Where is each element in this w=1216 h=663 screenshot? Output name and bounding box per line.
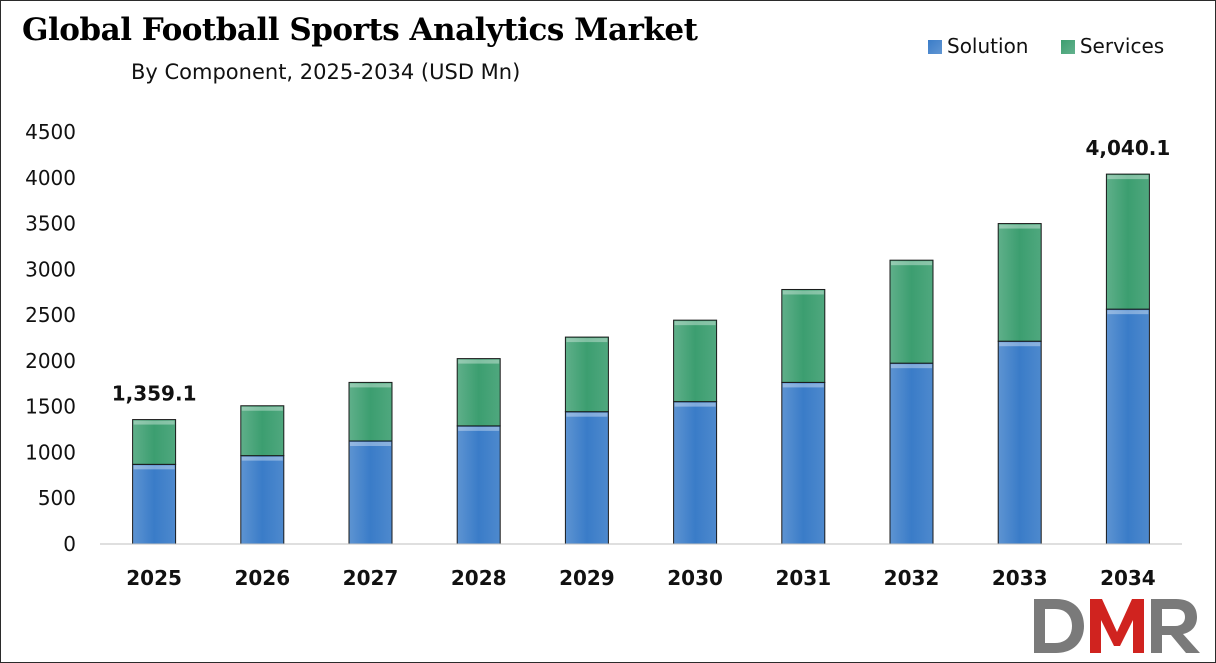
y-tick-label: 1500 xyxy=(25,395,76,419)
legend-item-services: Services xyxy=(1060,34,1165,58)
bar-solution-2031 xyxy=(781,381,826,545)
bar-solution-2029 xyxy=(564,411,609,545)
y-tick-label: 1000 xyxy=(25,440,76,464)
y-tick-label: 0 xyxy=(63,532,76,556)
bar-highlight-solution-2032 xyxy=(891,364,932,369)
bar-solution-2033 xyxy=(997,340,1042,545)
x-tick-label-2032: 2032 xyxy=(884,566,940,590)
x-tick-label-2034: 2034 xyxy=(1100,566,1156,590)
y-tick-label: 2000 xyxy=(25,349,76,373)
bar-solution-2025 xyxy=(132,463,177,545)
bar-highlight-services-2029 xyxy=(566,338,608,343)
bar-highlight-solution-2030 xyxy=(674,402,716,407)
y-tick-label: 500 xyxy=(38,486,76,510)
logo-letter-r xyxy=(1151,599,1200,653)
data-label-2034: 4,040.1 xyxy=(1086,136,1171,160)
bar-highlight-solution-2025 xyxy=(133,465,175,470)
bar-highlight-solution-2029 xyxy=(566,412,608,417)
bar-services-2031 xyxy=(781,288,826,383)
bar-highlight-solution-2033 xyxy=(999,342,1041,347)
bar-highlight-solution-2026 xyxy=(241,456,283,461)
bars xyxy=(132,173,1150,545)
bar-highlight-services-2026 xyxy=(241,406,283,411)
logo-letter-m xyxy=(1090,599,1144,653)
y-tick-label: 3500 xyxy=(25,212,76,236)
x-tick-label-2025: 2025 xyxy=(126,566,182,590)
bar-highlight-services-2034 xyxy=(1107,175,1149,180)
bar-highlight-solution-2034 xyxy=(1107,310,1149,315)
bar-solution-2028 xyxy=(456,425,501,545)
bar-services-2028 xyxy=(456,358,501,427)
legend-swatch-solution xyxy=(928,40,942,54)
bar-services-2025 xyxy=(132,419,177,465)
data-label-2025: 1,359.1 xyxy=(112,382,197,406)
bar-highlight-services-2032 xyxy=(891,261,932,266)
bar-highlight-services-2027 xyxy=(350,383,391,388)
bar-highlight-solution-2028 xyxy=(458,426,500,431)
x-tick-label-2033: 2033 xyxy=(992,566,1048,590)
chart-subtitle: By Component, 2025-2034 (USD Mn) xyxy=(131,60,521,84)
logo-letter-d xyxy=(1034,599,1084,653)
x-tick-label-2028: 2028 xyxy=(451,566,507,590)
bar-services-2032 xyxy=(889,259,934,364)
bar-services-2026 xyxy=(240,405,285,457)
bar-solution-2034 xyxy=(1105,308,1150,545)
bar-highlight-services-2033 xyxy=(999,224,1041,229)
bar-services-2030 xyxy=(673,319,718,403)
bar-solution-2030 xyxy=(673,401,718,545)
y-axis: 0 500 1000 1500 2000 2500 3000 3500 4000 4500 xyxy=(25,120,76,556)
x-tick-label-2026: 2026 xyxy=(234,566,290,590)
bar-highlight-services-2030 xyxy=(674,321,716,326)
legend: Solution Services xyxy=(928,34,1164,58)
y-tick-label: 3000 xyxy=(25,257,76,281)
x-axis: 2025 2026 2027 2028 2029 2030 2031 2032 2033 2034 xyxy=(100,543,1182,590)
legend-item-solution: Solution xyxy=(928,34,1028,58)
bar-services-2034 xyxy=(1105,173,1150,310)
legend-swatch-services xyxy=(1060,40,1075,54)
bar-highlight-solution-2031 xyxy=(782,383,824,388)
y-tick-label: 4000 xyxy=(25,166,76,190)
x-tick-label-2027: 2027 xyxy=(343,566,399,590)
bar-highlight-services-2028 xyxy=(458,359,500,364)
bar-highlight-solution-2027 xyxy=(350,442,391,446)
data-labels: 1,359.1 4,040.1 xyxy=(112,136,1171,405)
bar-services-2033 xyxy=(997,223,1042,342)
bar-solution-2032 xyxy=(889,362,934,545)
y-tick-label: 2500 xyxy=(25,303,76,327)
bar-services-2027 xyxy=(348,381,393,442)
bar-services-2029 xyxy=(564,336,609,413)
bar-highlight-services-2025 xyxy=(133,420,175,425)
y-tick-label: 4500 xyxy=(25,120,76,144)
x-tick-label-2029: 2029 xyxy=(559,566,615,590)
chart-title: Global Football Sports Analytics Market xyxy=(22,12,698,48)
bar-solution-2027 xyxy=(348,440,393,545)
x-tick-label-2031: 2031 xyxy=(775,566,831,590)
legend-label-solution: Solution xyxy=(947,34,1029,58)
bar-highlight-services-2031 xyxy=(782,290,824,295)
x-tick-label-2030: 2030 xyxy=(667,566,723,590)
bar-solution-2026 xyxy=(240,455,285,545)
legend-label-services: Services xyxy=(1079,34,1165,58)
dmr-logo xyxy=(1034,599,1200,653)
